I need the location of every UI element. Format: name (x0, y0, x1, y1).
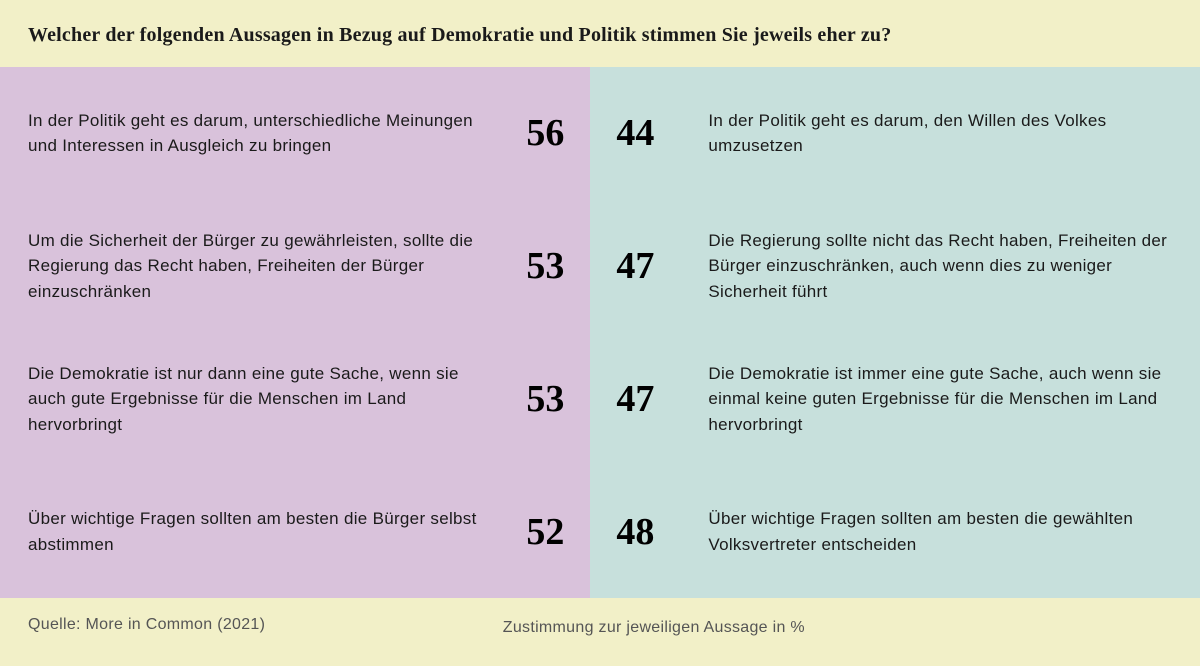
left-statement: Um die Sicherheit der Bürger zu gewährle… (0, 228, 500, 305)
right-statement: Die Regierung sollte nicht das Recht hab… (680, 228, 1200, 305)
left-cell: Über wichtige Fragen sollten am besten d… (0, 465, 590, 598)
left-value: 53 (500, 244, 590, 288)
right-cell: 47 Die Demokratie ist immer eine gute Sa… (590, 333, 1200, 466)
left-cell: Um die Sicherheit der Bürger zu gewährle… (0, 200, 590, 333)
right-value: 47 (590, 377, 680, 421)
comparison-row: Über wichtige Fragen sollten am besten d… (0, 465, 1200, 598)
right-cell: 44 In der Politik geht es darum, den Wil… (590, 67, 1200, 200)
comparison-row: Um die Sicherheit der Bürger zu gewährle… (0, 200, 1200, 333)
chart-header: Welcher der folgenden Aussagen in Bezug … (0, 0, 1200, 67)
left-value: 52 (500, 510, 590, 554)
left-cell: In der Politik geht es darum, unterschie… (0, 67, 590, 200)
left-value: 56 (500, 111, 590, 155)
chart-title: Welcher der folgenden Aussagen in Bezug … (28, 24, 1172, 47)
chart-footer: Quelle: More in Common (2021) Zustimmung… (0, 598, 1200, 666)
right-value: 44 (590, 111, 680, 155)
right-value: 47 (590, 244, 680, 288)
comparison-row: In der Politik geht es darum, unterschie… (0, 67, 1200, 200)
legend-text: Zustimmung zur jeweiligen Aussage in % (503, 616, 1172, 640)
chart-container: Welcher der folgenden Aussagen in Bezug … (0, 0, 1200, 666)
left-statement: Über wichtige Fragen sollten am besten d… (0, 506, 500, 557)
right-value: 48 (590, 510, 680, 554)
comparison-row: Die Demokratie ist nur dann eine gute Sa… (0, 333, 1200, 466)
left-statement: In der Politik geht es darum, unterschie… (0, 108, 500, 159)
chart-rows: In der Politik geht es darum, unterschie… (0, 67, 1200, 598)
right-cell: 48 Über wichtige Fragen sollten am beste… (590, 465, 1200, 598)
right-statement: Über wichtige Fragen sollten am besten d… (680, 506, 1200, 557)
right-statement: In der Politik geht es darum, den Willen… (680, 108, 1200, 159)
left-cell: Die Demokratie ist nur dann eine gute Sa… (0, 333, 590, 466)
right-statement: Die Demokratie ist immer eine gute Sache… (680, 361, 1200, 438)
left-statement: Die Demokratie ist nur dann eine gute Sa… (0, 361, 500, 438)
source-text: Quelle: More in Common (2021) (28, 616, 503, 640)
left-value: 53 (500, 377, 590, 421)
right-cell: 47 Die Regierung sollte nicht das Recht … (590, 200, 1200, 333)
